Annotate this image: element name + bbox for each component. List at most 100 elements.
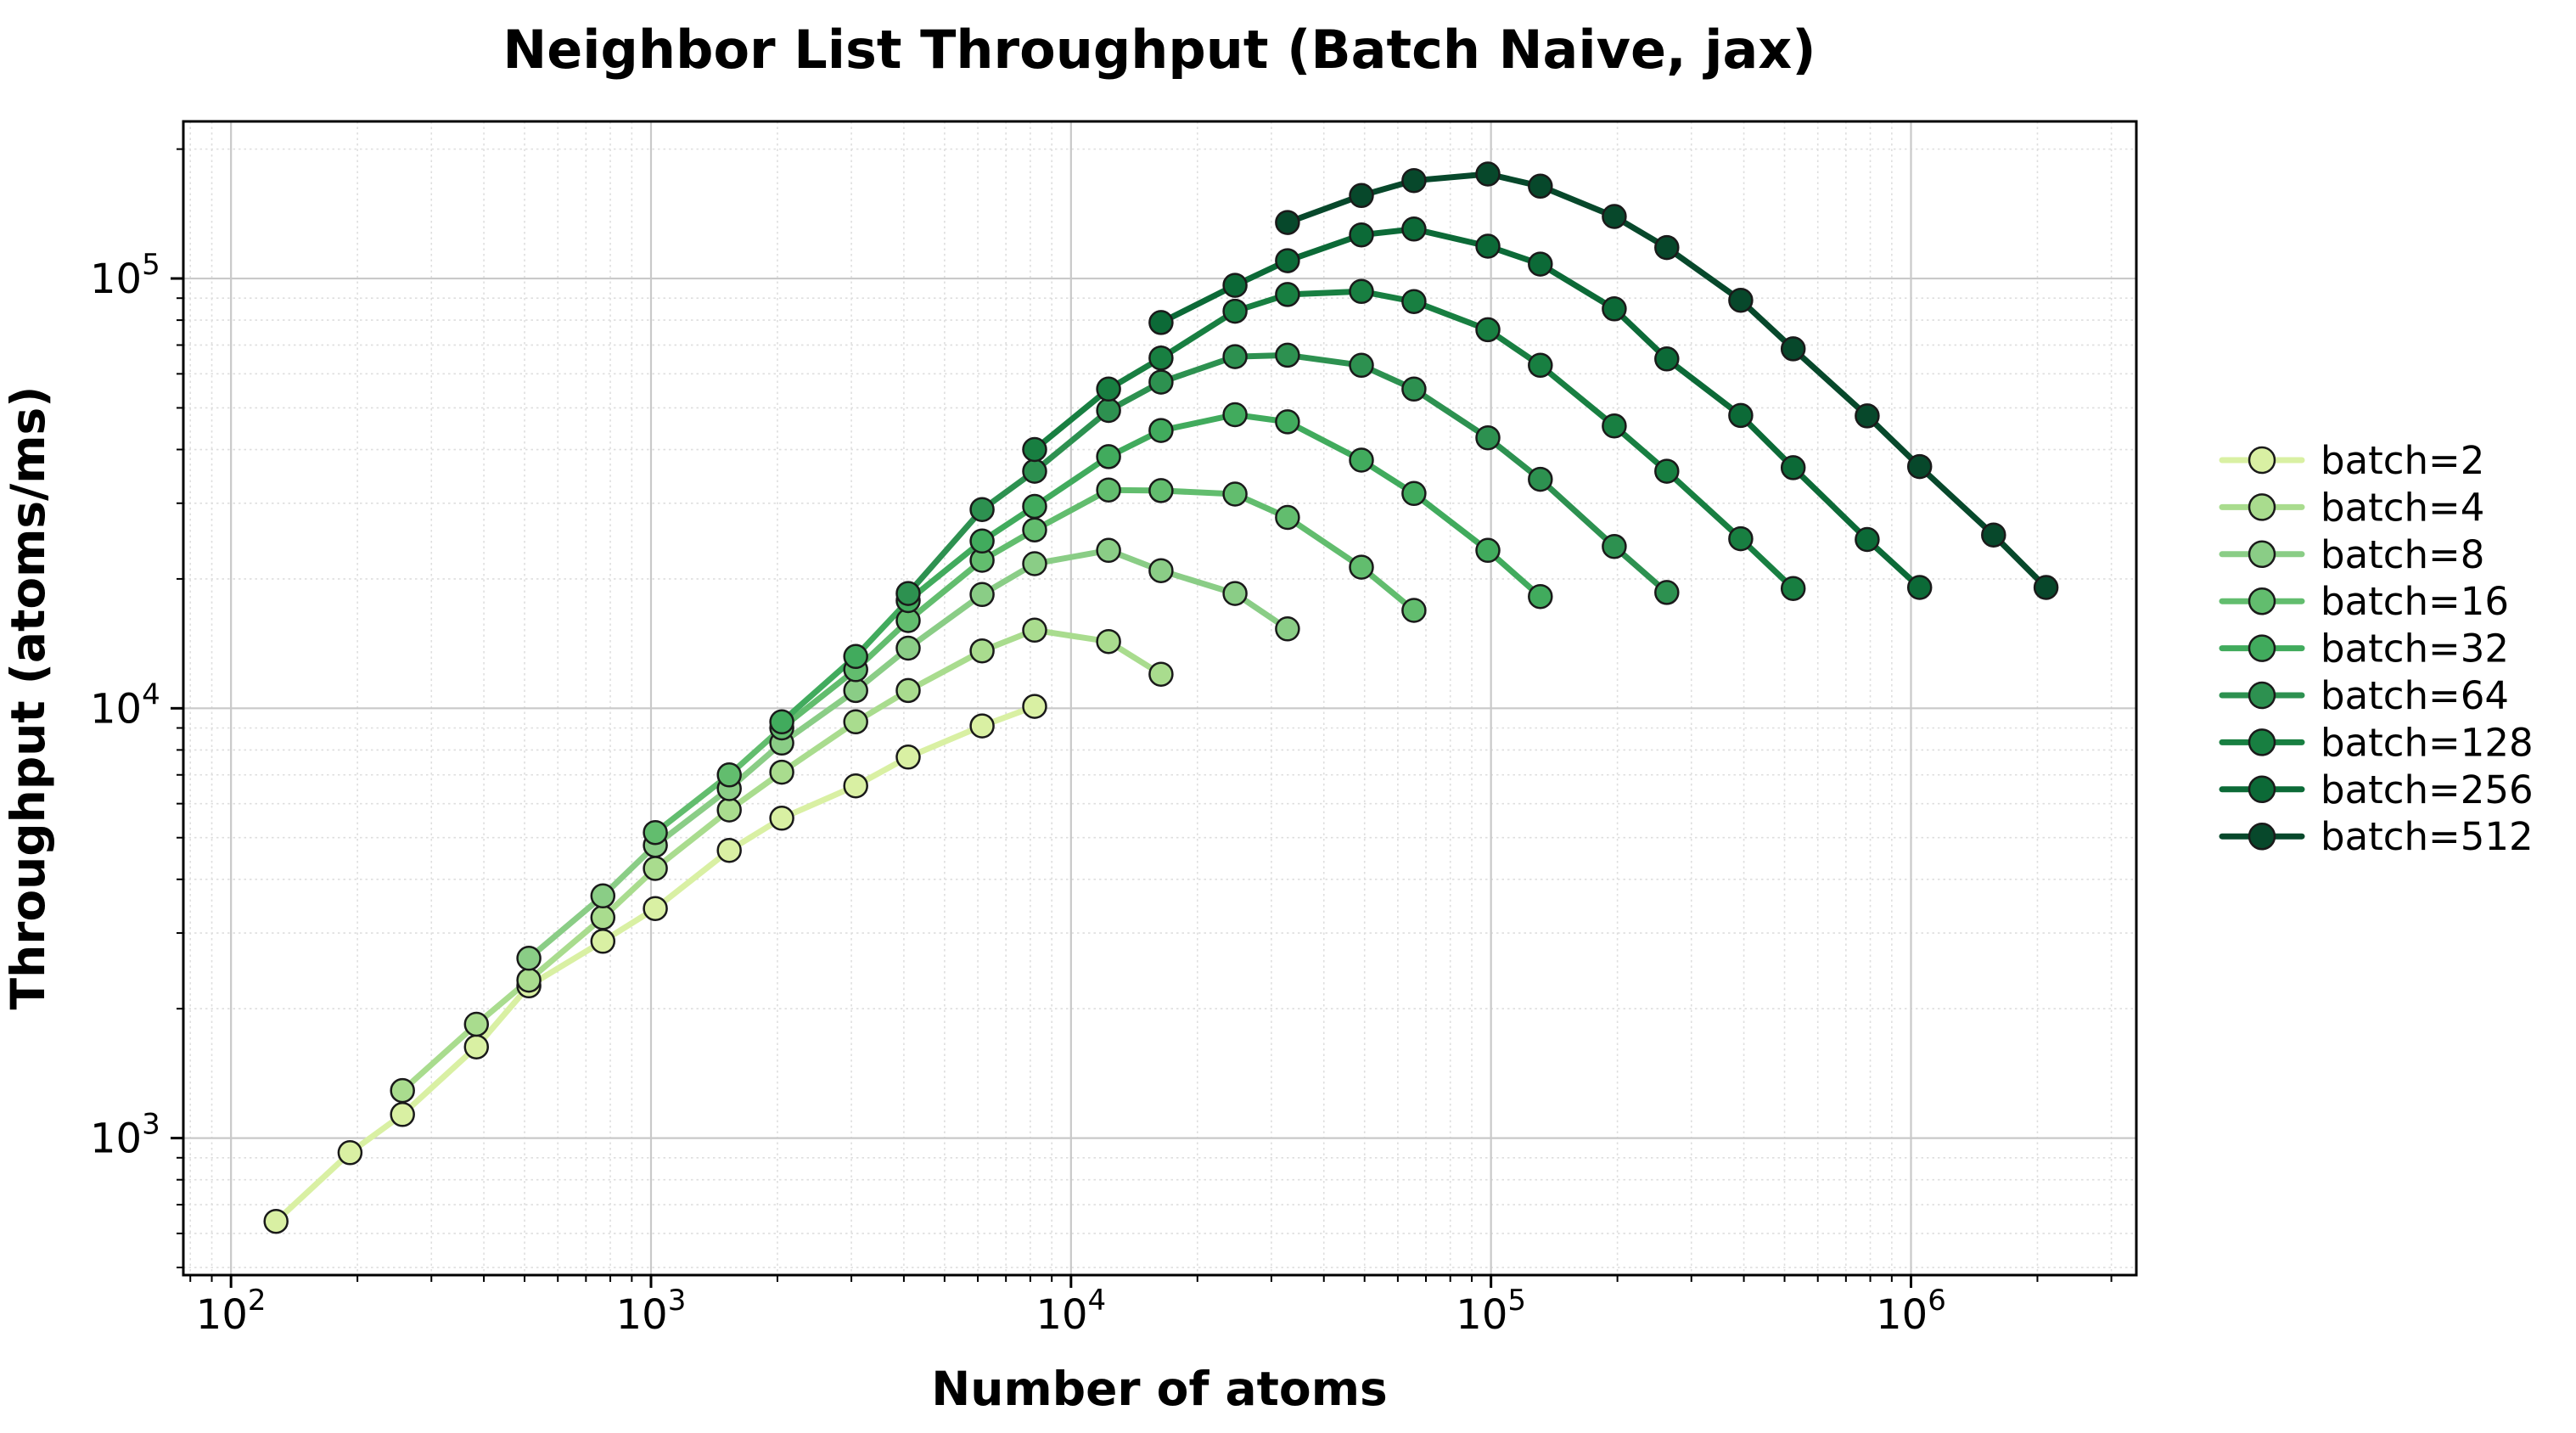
x-tick-label: 102 <box>196 1284 267 1339</box>
legend-label: batch=32 <box>2321 627 2509 672</box>
data-point-batch=256 <box>1906 575 1933 600</box>
legend-item-batch=2: batch=2 <box>2219 438 2484 483</box>
data-point-batch=64 <box>1022 458 1047 484</box>
data-point-batch=128 <box>1096 376 1121 402</box>
data-point-batch=8 <box>969 582 995 608</box>
data-point-batch=4 <box>590 905 616 930</box>
data-point-batch=512 <box>2033 575 2059 600</box>
data-point-batch=512 <box>1906 453 1933 480</box>
data-point-batch=64 <box>1222 344 1248 369</box>
legend-marker-icon <box>2248 775 2276 804</box>
data-point-batch=32 <box>1275 409 1300 435</box>
data-point-batch=8 <box>843 677 868 704</box>
data-point-batch=8 <box>1222 581 1248 606</box>
x-tick-label: 106 <box>1876 1284 1946 1339</box>
x-axis-label: Number of atoms <box>931 1362 1388 1416</box>
data-point-batch=256 <box>1602 296 1627 322</box>
data-point-batch=16 <box>1096 477 1121 503</box>
legend-marker-icon <box>2248 540 2276 569</box>
data-point-batch=32 <box>1528 583 1553 610</box>
data-point-batch=32 <box>769 709 794 735</box>
data-point-batch=64 <box>1528 466 1553 492</box>
data-point-batch=4 <box>716 797 742 823</box>
legend-item-batch=64: batch=64 <box>2219 673 2509 718</box>
data-point-batch=32 <box>969 528 995 554</box>
data-point-batch=64 <box>1654 580 1680 605</box>
data-point-batch=4 <box>1148 661 1174 687</box>
x-tick-label: 103 <box>616 1284 687 1339</box>
legend-label: batch=4 <box>2321 485 2484 530</box>
data-point-batch=16 <box>643 819 668 846</box>
data-point-batch=256 <box>1728 402 1754 429</box>
data-point-batch=512 <box>1981 522 2006 548</box>
data-point-batch=2 <box>643 896 668 921</box>
data-point-batch=4 <box>769 759 794 785</box>
data-point-batch=128 <box>1654 458 1680 484</box>
data-point-batch=4 <box>643 856 668 881</box>
data-point-batch=2 <box>590 929 616 954</box>
chart-title: Neighbor List Throughput (Batch Naive, j… <box>502 19 1816 81</box>
data-point-batch=128 <box>1401 289 1427 314</box>
legend-item-batch=256: batch=256 <box>2219 767 2534 812</box>
data-point-batch=8 <box>590 883 616 909</box>
data-point-batch=128 <box>1780 576 1806 601</box>
legend-marker-icon <box>2248 681 2276 710</box>
data-point-batch=256 <box>1654 346 1680 372</box>
data-point-batch=256 <box>1475 233 1501 259</box>
data-point-batch=2 <box>463 1034 490 1059</box>
data-point-batch=64 <box>1401 376 1427 402</box>
series-line-batch=64 <box>905 351 1670 597</box>
x-tick-label: 104 <box>1035 1284 1106 1339</box>
data-point-batch=16 <box>1148 478 1174 503</box>
data-point-batch=16 <box>1349 554 1374 580</box>
data-point-batch=256 <box>1528 251 1553 277</box>
data-point-batch=32 <box>1022 493 1047 520</box>
legend-item-batch=8: batch=8 <box>2219 532 2484 577</box>
data-point-batch=64 <box>969 497 995 522</box>
data-point-batch=256 <box>1222 273 1248 298</box>
data-point-batch=128 <box>1602 413 1627 439</box>
data-point-batch=4 <box>516 967 542 993</box>
data-point-batch=32 <box>1222 402 1248 428</box>
legend-label: batch=8 <box>2321 532 2484 577</box>
y-tick-label: 104 <box>90 677 160 733</box>
data-point-batch=2 <box>390 1102 415 1127</box>
data-point-batch=32 <box>1148 418 1174 443</box>
legend-item-batch=32: batch=32 <box>2219 627 2509 672</box>
series-line-batch=2 <box>272 703 1038 1225</box>
data-point-batch=8 <box>1275 616 1300 642</box>
data-point-batch=4 <box>843 709 868 735</box>
data-point-batch=32 <box>843 643 868 670</box>
legend-marker-icon <box>2248 446 2276 475</box>
data-point-batch=512 <box>1275 210 1300 235</box>
legend-label: batch=2 <box>2321 438 2484 483</box>
data-point-batch=128 <box>1275 282 1300 307</box>
data-point-batch=256 <box>1401 216 1427 242</box>
legend-item-batch=4: batch=4 <box>2219 485 2484 530</box>
data-point-batch=512 <box>1780 336 1806 362</box>
axis-ticks <box>171 148 2113 1288</box>
legend-label: batch=128 <box>2321 720 2534 765</box>
legend-label: batch=16 <box>2321 579 2509 624</box>
data-point-batch=2 <box>263 1208 289 1234</box>
data-point-batch=16 <box>1275 504 1300 531</box>
y-tick-label: 105 <box>90 248 160 303</box>
data-point-batch=4 <box>390 1077 415 1104</box>
legend-label: batch=512 <box>2321 814 2534 859</box>
data-point-batch=256 <box>1275 248 1300 273</box>
data-point-batch=8 <box>1096 537 1121 564</box>
data-point-batch=32 <box>1401 480 1427 507</box>
data-point-batch=128 <box>1728 525 1754 552</box>
data-point-batch=256 <box>1780 455 1806 480</box>
data-point-batch=512 <box>1475 161 1501 187</box>
data-point-batch=256 <box>1148 310 1174 335</box>
data-point-batch=32 <box>1475 537 1501 564</box>
minor-gridlines <box>183 121 2136 1275</box>
data-point-batch=512 <box>1654 234 1680 261</box>
data-point-batch=2 <box>337 1140 363 1166</box>
plot-border <box>182 120 2138 1277</box>
data-point-batch=4 <box>1022 617 1047 643</box>
data-point-batch=2 <box>1022 694 1047 719</box>
